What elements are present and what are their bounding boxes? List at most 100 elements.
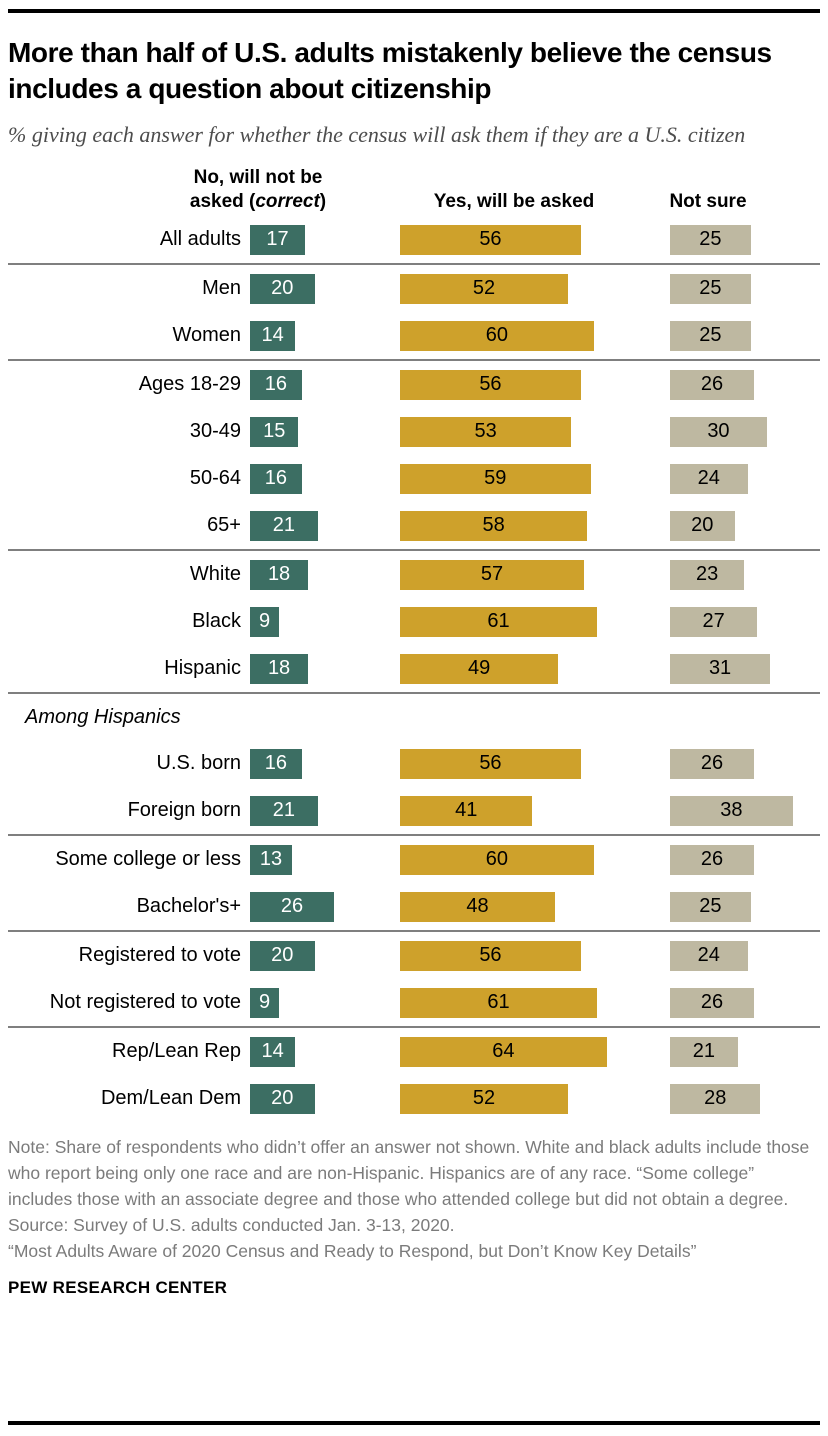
bar-no-correct: 17: [250, 224, 305, 255]
bar-no-correct: 16: [250, 369, 302, 400]
chart-row: Not registered to vote 9 61 26: [8, 979, 820, 1026]
bar-no-correct: 18: [250, 559, 309, 590]
page-title: More than half of U.S. adults mistakenly…: [8, 37, 772, 104]
chart-row: Hispanic 18 49 31: [8, 645, 820, 692]
row-bars: 13 60 26: [250, 844, 820, 875]
row-label: White: [189, 563, 241, 585]
row-bars: 26 48 25: [250, 891, 820, 922]
bar-no-correct: 13: [250, 844, 292, 875]
bar-yes-asked: 56: [400, 748, 581, 779]
row-label: Hispanic: [164, 657, 241, 679]
bar-no-correct: 21: [250, 795, 318, 826]
row-bars: 21 58 20: [250, 510, 820, 541]
bar-yes-asked: 60: [400, 844, 594, 875]
bar-no-correct: 20: [250, 273, 315, 304]
bar-not-sure: 25: [670, 224, 751, 255]
note-text: Note: Share of respondents who didn’t of…: [8, 1137, 810, 1209]
bar-not-sure: 25: [670, 891, 751, 922]
bar-no-correct: 20: [250, 1083, 315, 1114]
row-label: Men: [202, 277, 241, 299]
row-bars: 16 56 26: [250, 369, 820, 400]
bar-chart: No, will not be asked (correct) Yes, will…: [8, 160, 820, 1122]
bar-yes-asked: 56: [400, 940, 581, 971]
row-label: 30-49: [189, 420, 241, 442]
column-header-no-correct: No, will not be asked (correct): [138, 166, 378, 214]
bar-no-correct: 16: [250, 463, 302, 494]
bar-not-sure: 30: [670, 416, 767, 447]
chart-group: Some college or less 13 60 26 Bachelor's+ 26 4…: [8, 834, 820, 930]
source-text: Source: Survey of U.S. adults conducted …: [8, 1215, 455, 1235]
column-header-no-line2-suffix: ): [319, 191, 327, 212]
chart-group: Men 20 52 25 Women 14 60 25: [8, 263, 820, 359]
chart-row: All adults 17 56 25: [8, 216, 820, 263]
bar-yes-asked: 59: [400, 463, 591, 494]
bar-not-sure: 21: [670, 1036, 738, 1067]
bar-yes-asked: 61: [400, 606, 598, 637]
bar-yes-asked: 52: [400, 1083, 568, 1114]
row-label: All adults: [159, 228, 241, 250]
bar-yes-asked: 58: [400, 510, 588, 541]
row-label: U.S. born: [156, 752, 241, 774]
bar-yes-asked: 64: [400, 1036, 607, 1067]
column-header-not-sure: Not sure: [669, 191, 747, 212]
row-label: Foreign born: [127, 799, 241, 821]
bar-no-correct: 15: [250, 416, 299, 447]
row-bars: 16 56 26: [250, 748, 820, 779]
bar-no-correct: 14: [250, 1036, 296, 1067]
bar-not-sure: 24: [670, 940, 748, 971]
bar-yes-asked: 61: [400, 987, 598, 1018]
pew-research-center-wordmark: PEW RESEARCH CENTER: [8, 1278, 228, 1297]
row-label: Dem/Lean Dem: [100, 1087, 241, 1109]
top-rule: [8, 9, 820, 13]
bar-not-sure: 31: [670, 653, 771, 684]
bar-yes-asked: 56: [400, 369, 581, 400]
bar-yes-asked: 41: [400, 795, 533, 826]
chart-body: All adults 17 56 25 Men 20 52 25 Women 14 60 25 Ages…: [8, 216, 820, 1122]
bar-no-correct: 9: [250, 987, 280, 1018]
chart-row: 50-64 16 59 24: [8, 455, 820, 502]
row-label: Registered to vote: [78, 944, 241, 966]
row-bars: 17 56 25: [250, 224, 820, 255]
bar-yes-asked: 57: [400, 559, 585, 590]
bar-no-correct: 14: [250, 320, 296, 351]
chart-group: Ages 18-29 16 56 26 30-49 15 53 30 50-64 16 59 24 65…: [8, 359, 820, 549]
bar-no-correct: 20: [250, 940, 315, 971]
row-label: Black: [192, 610, 241, 632]
chart-group: White 18 57 23 Black 9 61 27 Hispanic 18 49 31: [8, 549, 820, 692]
row-label: Rep/Lean Rep: [112, 1040, 241, 1062]
bar-not-sure: 23: [670, 559, 745, 590]
chart-row: Women 14 60 25: [8, 312, 820, 359]
bottom-rule: [8, 1421, 820, 1425]
chart-row: Bachelor's+ 26 48 25: [8, 883, 820, 930]
bar-not-sure: 25: [670, 273, 751, 304]
bar-not-sure: 24: [670, 463, 748, 494]
row-bars: 16 59 24: [250, 463, 820, 494]
row-label: Not registered to vote: [49, 991, 241, 1013]
chart-row: U.S. born 16 56 26: [8, 740, 820, 787]
footnotes: Note: Share of respondents who didn’t of…: [8, 1134, 820, 1264]
bar-not-sure: 20: [670, 510, 735, 541]
chart-row: 30-49 15 53 30: [8, 408, 820, 455]
chart-row: Foreign born 21 41 38: [8, 787, 820, 834]
section-label: Among Hispanics: [25, 705, 181, 728]
row-bars: 14 64 21: [250, 1036, 820, 1067]
bar-no-correct: 21: [250, 510, 318, 541]
chart-row: White 18 57 23: [8, 551, 820, 598]
chart-row: Ages 18-29 16 56 26: [8, 361, 820, 408]
bar-yes-asked: 60: [400, 320, 594, 351]
row-label: 65+: [207, 514, 241, 536]
bar-yes-asked: 53: [400, 416, 572, 447]
bar-yes-asked: 52: [400, 273, 568, 304]
column-header-no-line1: No, will not be: [193, 167, 323, 188]
bar-not-sure: 38: [670, 795, 793, 826]
chart-row: Men 20 52 25: [8, 265, 820, 312]
chart-row: 65+ 21 58 20: [8, 502, 820, 549]
column-headers: No, will not be asked (correct) Yes, will…: [8, 160, 820, 216]
row-label: Ages 18-29: [138, 373, 241, 395]
bar-not-sure: 26: [670, 844, 754, 875]
chart-row: Rep/Lean Rep 14 64 21: [8, 1028, 820, 1075]
bar-no-correct: 9: [250, 606, 280, 637]
column-header-yes-asked: Yes, will be asked: [433, 191, 595, 212]
chart-group: Registered to vote 20 56 24 Not registered t…: [8, 930, 820, 1026]
bar-not-sure: 25: [670, 320, 751, 351]
